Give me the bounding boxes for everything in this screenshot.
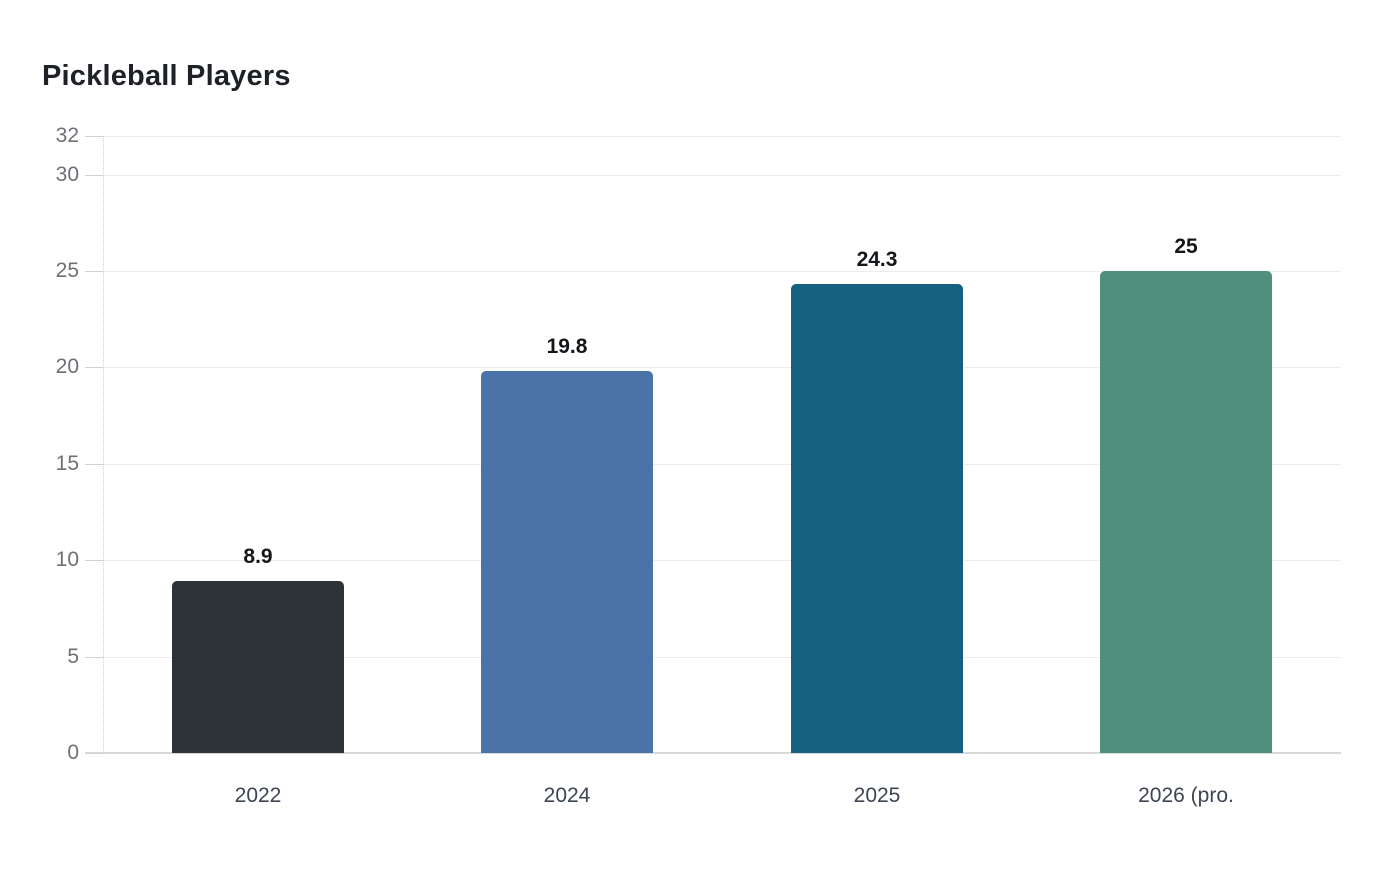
bar-value-label: 8.9 xyxy=(243,545,273,568)
y-axis-line xyxy=(103,136,104,753)
y-axis-tick xyxy=(85,560,103,561)
gridline xyxy=(85,657,1341,658)
bar-value-label: 19.8 xyxy=(546,335,588,358)
gridline xyxy=(85,752,1341,754)
y-axis-tick xyxy=(85,367,103,368)
gridline xyxy=(85,560,1341,561)
gridline xyxy=(85,136,1341,137)
bar-value-label: 25 xyxy=(1174,235,1198,258)
bar-value-label: 24.3 xyxy=(856,248,898,271)
y-axis-tick xyxy=(85,464,103,465)
y-axis-tick xyxy=(85,271,103,272)
y-tick-label: 15 xyxy=(55,452,79,475)
y-axis-tick xyxy=(85,753,103,754)
gridline xyxy=(85,175,1341,176)
x-category-label: 2025 xyxy=(853,784,901,807)
x-category-label: 2022 xyxy=(234,784,282,807)
bar xyxy=(1100,271,1272,753)
bar xyxy=(172,581,344,753)
x-category-label: 2026 (pro. xyxy=(1138,784,1234,807)
chart-title: Pickleball Players xyxy=(42,60,291,92)
y-axis-tick xyxy=(85,657,103,658)
bar xyxy=(791,284,963,753)
gridline xyxy=(85,271,1341,272)
y-tick-label: 20 xyxy=(55,355,79,378)
y-tick-label: 32 xyxy=(55,124,79,147)
y-axis-tick xyxy=(85,175,103,176)
gridline xyxy=(85,367,1341,368)
bar xyxy=(481,371,653,753)
y-tick-label: 10 xyxy=(55,548,79,571)
y-tick-label: 5 xyxy=(67,645,79,668)
y-tick-label: 25 xyxy=(55,259,79,282)
y-axis-tick xyxy=(85,136,103,137)
y-tick-label: 30 xyxy=(55,163,79,186)
gridline xyxy=(85,464,1341,465)
x-category-label: 2024 xyxy=(543,784,591,807)
y-tick-label: 0 xyxy=(67,741,79,764)
